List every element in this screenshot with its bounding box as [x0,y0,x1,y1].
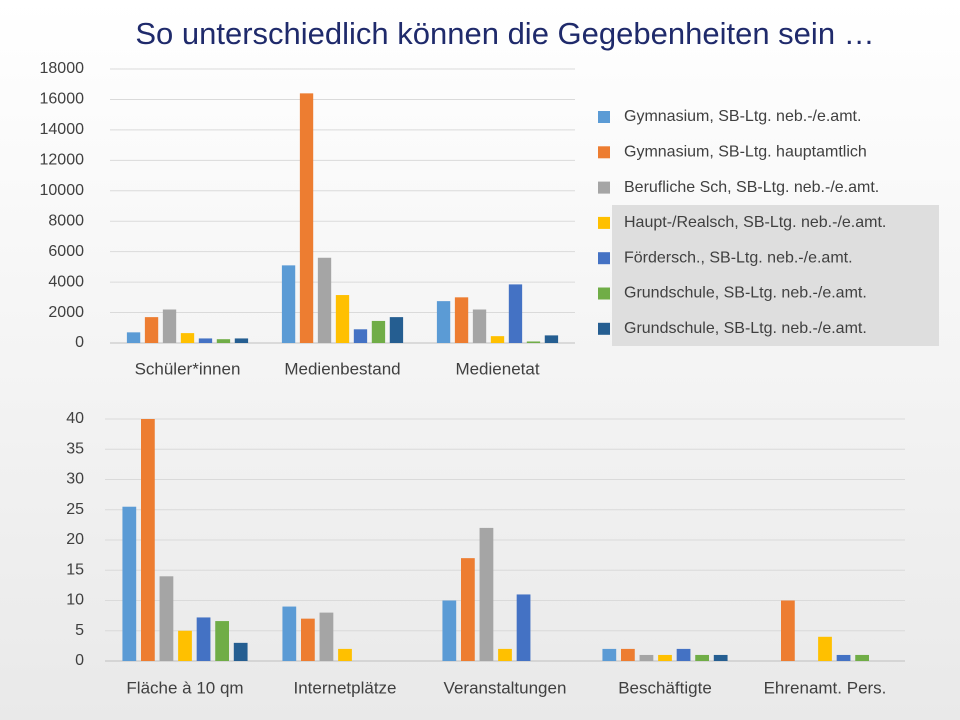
legend-swatch [598,146,610,159]
y-tick-label: 8000 [48,212,84,229]
y-tick-label: 25 [66,501,84,518]
bar [198,338,213,343]
bar [436,301,451,343]
y-tick-label: 35 [66,440,84,457]
bar [215,621,229,661]
bar [162,309,177,343]
y-tick-label: 40 [66,410,84,427]
bar [621,648,635,661]
bar [490,336,505,343]
bar [301,618,315,661]
bar [389,317,404,343]
bar [516,594,531,661]
x-tick-label: Ehrenamt. Pers. [764,678,887,697]
bar [498,648,512,661]
legend-label: Gymnasium, SB-Ltg. hauptamtlich [624,144,867,161]
legend-label: Grundschule, SB-Ltg. neb.-/e.amt. [624,285,867,302]
y-tick-label: 20 [66,531,84,548]
legend-overlay [612,205,939,346]
bar [234,338,249,343]
x-tick-label: Veranstaltungen [444,678,567,697]
bar [855,654,869,661]
y-tick-label: 6000 [48,243,84,260]
bar [335,295,350,343]
y-tick-label: 14000 [40,121,85,138]
bar [282,606,297,661]
y-tick-label: 18000 [40,60,85,77]
bar [713,654,728,661]
bar [658,654,672,661]
y-tick-label: 0 [75,334,84,351]
bar [317,257,332,343]
y-tick-label: 10000 [40,182,85,199]
y-tick-label: 4000 [48,273,84,290]
bar [676,648,691,661]
legend-swatch [598,287,610,300]
bar [818,636,832,661]
y-tick-label: 12000 [40,152,85,169]
bar [178,630,192,661]
bar [299,93,314,343]
bar [781,600,795,661]
bar [144,317,159,343]
bar [281,265,296,343]
y-tick-label: 15 [66,561,84,578]
bar [338,648,352,661]
bar [141,419,155,661]
bar [472,309,487,343]
y-tick-label: 2000 [48,304,84,321]
legend-label: Haupt-/Realsch, SB-Ltg. neb.-/e.amt. [624,214,886,231]
bar [196,617,211,661]
x-tick-label: Fläche à 10 qm [126,678,243,697]
bar [479,527,494,661]
legend-swatch [598,322,610,335]
bar [442,600,457,661]
bar [122,506,137,661]
y-tick-label: 0 [75,652,84,669]
bar [454,297,469,343]
x-tick-label: Medienbestand [284,359,400,378]
legend-swatch [598,181,610,194]
x-tick-label: Schüler*innen [135,359,241,378]
bar [836,654,851,661]
legend-label: Grundschule, SB-Ltg. neb.-/e.amt. [624,320,867,337]
bar [180,333,195,343]
bar [159,576,174,661]
bar [461,558,475,661]
bar [602,648,617,661]
legend-swatch [598,216,610,229]
x-tick-label: Beschäftigte [618,678,712,697]
legend-swatch [598,252,610,265]
bar [233,642,248,661]
x-tick-label: Medienetat [455,359,539,378]
x-tick-label: Internetplätze [293,678,396,697]
bar [639,654,654,661]
bar [371,320,386,343]
y-tick-label: 16000 [40,91,85,108]
bar [216,339,231,343]
y-tick-label: 30 [66,471,84,488]
bar [526,341,541,343]
bar [544,335,559,343]
y-tick-label: 5 [75,622,84,639]
bar [353,329,368,343]
bar [508,284,523,343]
y-tick-label: 10 [66,592,84,609]
legend-label: Berufliche Sch, SB-Ltg. neb.-/e.amt. [624,179,879,196]
legend-label: Gymnasium, SB-Ltg. neb.-/e.amt. [624,108,861,125]
bar [319,612,334,661]
slide-title: So unterschiedlich können die Gegebenhei… [135,16,874,51]
bar [695,654,709,661]
bar [126,332,141,343]
legend-swatch [598,111,610,123]
legend-label: Fördersch., SB-Ltg. neb.-/e.amt. [624,249,853,266]
